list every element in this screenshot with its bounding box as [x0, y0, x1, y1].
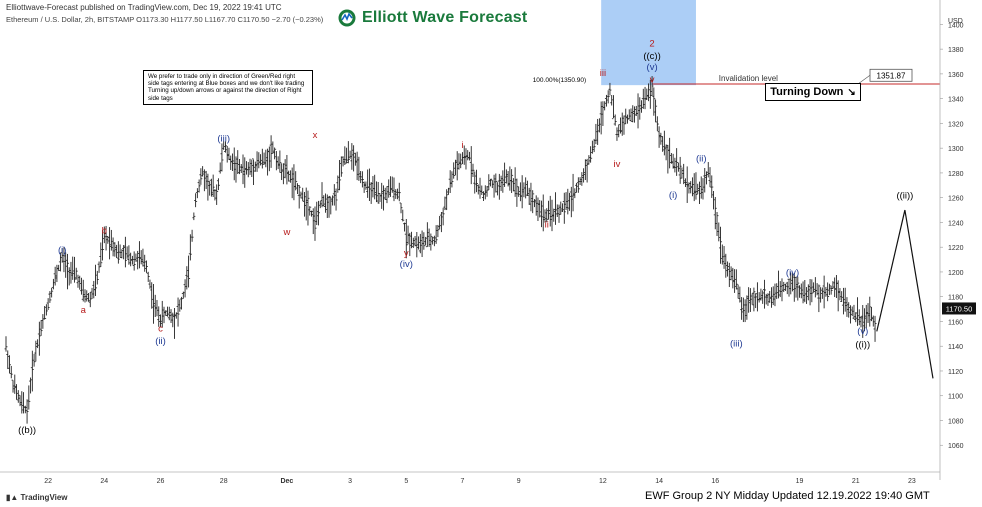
last-price-tag: [942, 302, 976, 315]
wave-label: iii: [600, 68, 606, 79]
ewf-logo: Elliott Wave Forecast: [338, 9, 527, 27]
update-footer: EWF Group 2 NY Midday Updated 12.19.2022…: [645, 490, 930, 502]
wave-label: c: [158, 323, 163, 334]
x-tick-label: 9: [517, 478, 521, 485]
y-tick-label: 1100: [948, 394, 963, 401]
wave-label: (iv): [786, 267, 799, 278]
ewf-logo-text: Elliott Wave Forecast: [362, 9, 528, 26]
x-tick-label: 16: [711, 478, 719, 485]
x-tick-label: 3: [348, 478, 352, 485]
y-tick-label: 1400: [948, 22, 964, 29]
wave-label: w: [282, 227, 290, 238]
trading-note: We prefer to trade only in direction of …: [143, 70, 313, 105]
y-tick-label: 1360: [948, 72, 964, 79]
price-bars: [4, 76, 877, 424]
x-tick-label: 5: [404, 478, 408, 485]
wave-label: iv: [614, 159, 621, 170]
ewf-logo-icon: [338, 9, 356, 27]
x-tick-label: 28: [220, 478, 228, 485]
x-tick-label: 22: [44, 478, 52, 485]
tradingview-logo-icon: ▮▲: [6, 493, 21, 502]
x-tick-label: Dec: [280, 478, 293, 485]
wave-label: x: [313, 130, 318, 141]
wave-label: ((c)): [643, 51, 660, 62]
wave-labels: ((b))(i)abc(ii)(iii) xwy(iv)iiiiiiiv2((c)…: [18, 38, 913, 436]
wave-label: ii: [545, 219, 549, 230]
wave-label: (ii): [155, 336, 166, 347]
wave-label: ((ii)): [896, 191, 913, 202]
publisher-line: Elliottwave-Forecast published on Tradin…: [6, 3, 282, 12]
blue-box: [601, 0, 696, 86]
turning-down-arrow-icon: ↘: [847, 86, 856, 98]
invalidation-tag-leader: [857, 75, 871, 85]
wave-label: (iv): [400, 259, 413, 270]
wave-label: v: [650, 74, 655, 85]
y-tick-label: 1120: [948, 369, 963, 376]
wave-label: (iii): [217, 134, 230, 145]
wave-label: a: [81, 305, 87, 316]
wave-label: 2: [649, 38, 654, 49]
invalidation-tag-label: 1351.87: [877, 71, 906, 80]
x-tick-label: 12: [599, 478, 607, 485]
wave-label: ((i)): [855, 340, 870, 351]
x-tick-label: 24: [100, 478, 108, 485]
wave-label: ((b)): [18, 425, 36, 436]
tradingview-logo: ▮▲ TradingView: [6, 493, 68, 502]
y-tick-label: 1080: [948, 418, 964, 425]
x-tick-label: 7: [461, 478, 465, 485]
wave-label: (i): [58, 245, 66, 256]
y-tick-label: 1380: [948, 47, 964, 54]
wave-label: (i): [669, 190, 677, 201]
tradingview-logo-text: TradingView: [20, 493, 68, 502]
symbol-ohlc-line: Ethereum / U.S. Dollar, 2h, BITSTAMP O11…: [6, 15, 324, 24]
x-tick-label: 23: [908, 478, 916, 485]
y-tick-label: 1320: [948, 121, 964, 128]
projection-line: [876, 209, 934, 379]
wave-label: (ii): [696, 153, 707, 164]
x-tick-label: 21: [852, 478, 860, 485]
blue-box-zone: 100.00%(1350.90) Invalidation level 1351.8…: [533, 0, 940, 86]
x-tick-label: 26: [157, 478, 165, 485]
blue-box-label: 100.00%(1350.90): [533, 77, 587, 84]
wave-label: (v): [647, 62, 658, 73]
y-tick-label: 1260: [948, 196, 964, 203]
wave-label: (iii): [730, 338, 743, 349]
last-price-label: 1170.50: [946, 304, 973, 313]
x-tick-label: 19: [796, 478, 804, 485]
turning-down-label: Turning Down: [770, 86, 844, 98]
wave-label: i: [461, 140, 463, 151]
invalidation-text: Invalidation level: [719, 74, 778, 83]
y-tick-label: 1140: [948, 344, 963, 351]
y-tick-label: 1220: [948, 245, 964, 252]
wave-label: y: [404, 248, 409, 259]
y-tick-label: 1240: [948, 220, 964, 227]
y-tick-label: 1280: [948, 171, 964, 178]
y-tick-label: 1300: [948, 146, 964, 153]
y-axis-label: USD: [948, 18, 963, 25]
chart-axes: 1060 1080 1100 1120 1140 1160 1180 1200 1220 1240…: [0, 0, 976, 485]
y-tick-label: 1060: [948, 443, 964, 450]
y-tick-label: 1200: [948, 270, 964, 277]
x-tick-label: 14: [655, 478, 663, 485]
wave-label: b: [102, 225, 107, 236]
projection-path: [876, 209, 934, 379]
y-tick-label: 1340: [948, 97, 964, 104]
y-tick-label: 1160: [948, 319, 963, 326]
y-tick-label: 1180: [948, 295, 963, 302]
wave-label: (v): [857, 326, 868, 337]
turning-down-box: Turning Down ↘: [765, 83, 861, 101]
